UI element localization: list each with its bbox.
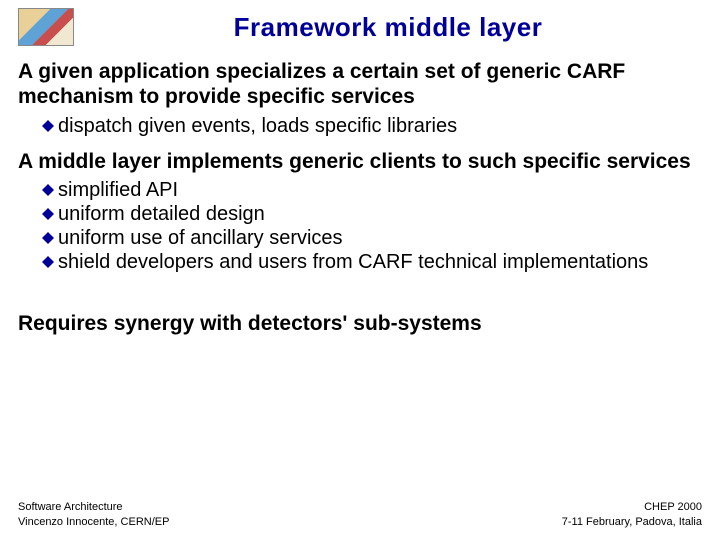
diamond-icon [42,232,54,244]
footer-line: 7-11 February, Padova, Italia [562,515,702,530]
diamond-icon [42,256,54,268]
footer-line: Vincenzo Innocente, CERN/EP [18,515,169,530]
footer-left: Software Architecture Vincenzo Innocente… [18,500,169,530]
slide-title: Framework middle layer [74,12,702,43]
slide-footer: Software Architecture Vincenzo Innocente… [18,500,702,530]
diamond-icon [42,120,54,132]
bullet-group-1: dispatch given events, loads specific li… [42,114,702,138]
bullet-text: dispatch given events, loads specific li… [58,114,457,138]
bullet-text: uniform detailed design [58,202,265,226]
paragraph-1: A given application specializes a certai… [18,60,702,110]
bullet-item: shield developers and users from CARF te… [42,250,702,274]
bullet-item: uniform use of ancillary services [42,226,702,250]
footer-right: CHEP 2000 7-11 February, Padova, Italia [562,500,702,530]
paragraph-3: Requires synergy with detectors' sub-sys… [18,312,702,337]
diamond-icon [42,208,54,220]
slide-header: Framework middle layer [18,8,702,46]
footer-line: Software Architecture [18,500,169,515]
bullet-text: shield developers and users from CARF te… [58,250,648,274]
bullet-group-2: simplified API uniform detailed design u… [42,178,702,274]
bullet-item: uniform detailed design [42,202,702,226]
cms-logo [18,8,74,46]
paragraph-2: A middle layer implements generic client… [18,150,702,175]
bullet-item: dispatch given events, loads specific li… [42,114,702,138]
footer-line: CHEP 2000 [562,500,702,515]
bullet-item: simplified API [42,178,702,202]
diamond-icon [42,184,54,196]
bullet-text: simplified API [58,178,178,202]
bullet-text: uniform use of ancillary services [58,226,343,250]
